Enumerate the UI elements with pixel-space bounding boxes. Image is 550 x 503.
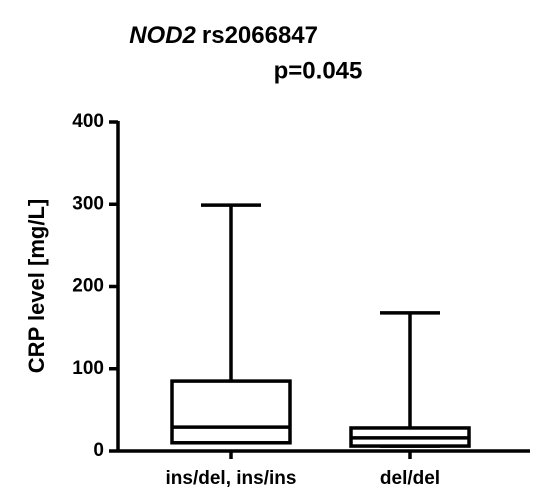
x-tick-label: ins/del, ins/ins [166,468,297,489]
y-tick-label: 300 [72,193,104,214]
title-gene: NOD2 [129,22,196,49]
y-axis-label: CRP level [mg/L] [24,199,49,373]
x-tick-label: del/del [380,468,440,489]
chart-subtitle: p=0.045 [274,57,363,84]
y-tick-label: 0 [93,440,104,461]
chart-title: NOD2 rs2066847 [129,22,318,49]
title-snp: rs2066847 [202,22,318,49]
y-tick-label: 100 [72,358,104,379]
y-tick-label: 400 [72,111,104,132]
y-tick-label: 200 [72,276,104,297]
box [170,379,292,445]
